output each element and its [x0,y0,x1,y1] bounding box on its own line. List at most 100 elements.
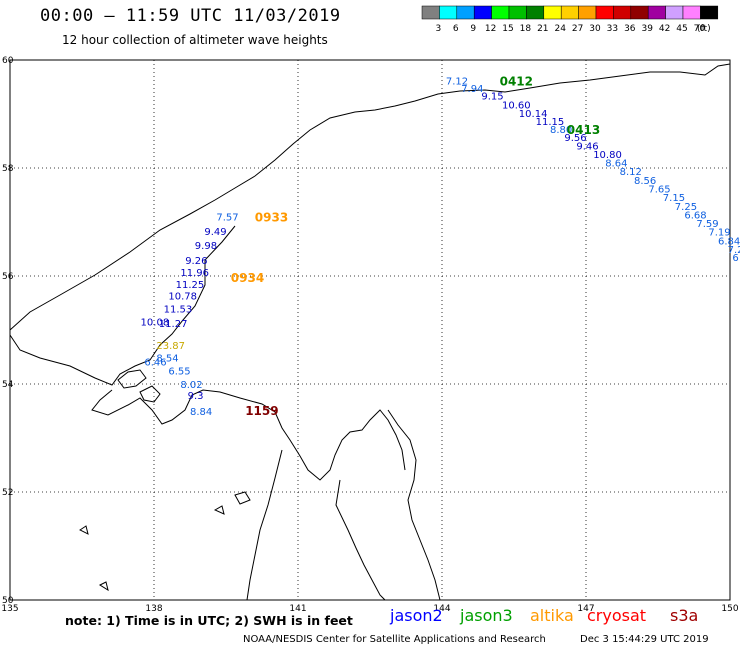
legend-label: 30 [589,24,601,34]
wave-height-value: 7.59 [696,219,718,230]
wave-height-value: 8.56 [634,176,656,187]
legend-label: 6 [453,24,459,34]
map-panel: 7.127.949.1510.6010.1411.158.809.569.461… [1,56,740,614]
coastline-sakhalin-east [335,479,386,601]
legend-label: 24 [554,24,566,34]
axis-labels: 135 138 141 144 147 150 50 52 54 56 58 60 [1,56,738,614]
wave-height-value: 8.64 [605,159,627,170]
lon-tick-label: 147 [577,604,594,614]
color-legend: 3 6 9 12 15 18 21 24 27 30 33 36 39 42 45 70(ft) [421,5,719,34]
wave-height-value: 9.98 [195,241,217,252]
track-time-labels: 0412 0413 0933 0934 1159 [231,75,600,418]
wave-height-value: 7.24 [728,245,740,256]
legend-label: 15 [502,24,513,34]
lat-tick-label: 56 [2,272,14,282]
map-subtitle: 12 hour collection of altimeter wave hei… [62,33,328,47]
wave-height-value: 7.12 [446,77,468,88]
coastline-north [9,63,731,331]
lat-tick-label: 52 [2,488,13,498]
wave-height-value: 9.3 [188,391,204,402]
wave-height-value: 7.65 [648,185,670,196]
coastline-west [9,225,236,386]
wave-height-value: 8.80 [550,125,572,136]
wave-height-value: 11.96 [180,268,209,279]
legend-label: 9 [470,24,476,34]
wave-height-value: 6.84 [718,236,740,247]
satellite-name: jason3 [460,606,513,625]
wave-height-value: 8.02 [180,380,202,391]
track-time-label: 0934 [231,271,264,285]
lon-tick-label: 150 [721,604,738,614]
track-time-label: 0933 [255,211,288,225]
wave-height-value: 9.56 [564,133,586,144]
wave-height-value: 6.68 [684,210,706,221]
footer-note: note: 1) Time is in UTC; 2) SWH is in fe… [65,613,353,628]
wave-height-value: 8.84 [190,407,212,418]
generation-timestamp: Dec 3 15:44:29 UTC 2019 [580,634,709,645]
wave-height-value: 7.94 [461,84,483,95]
wave-height-value: 10.78 [168,291,197,302]
wave-height-value: 10.80 [593,150,622,161]
legend-label: 3 [436,24,442,34]
lon-tick-label: 141 [289,604,306,614]
graticule [9,59,731,601]
wave-height-value: 11.15 [536,117,565,128]
wave-height-value: 7.25 [675,202,697,213]
wave-height-value: 7.19 [708,228,730,239]
legend-label: 33 [607,24,618,34]
small-islands [79,491,251,592]
wave-height-value: 9.15 [481,92,503,103]
wave-height-value: 9.46 [576,141,598,152]
coastline-sakhalin-bay [91,389,406,481]
track-time-label: 1159 [245,404,278,418]
lat-tick-label: 50 [2,596,14,606]
wave-height-value: 10.60 [502,100,531,111]
wave-height-value: 6.46 [144,357,166,368]
coastline-sakhalin-north [387,409,441,601]
legend-label: 42 [659,24,670,34]
wave-height-value: 11.25 [176,280,205,291]
legend-label: 70 [694,24,706,34]
legend-swatch [700,5,719,20]
satellite-name: s3a [670,606,699,625]
wave-height-value: 9.49 [204,227,226,238]
legend-label: 27 [572,24,583,34]
credit-text: NOAA/NESDIS Center for Satellite Applica… [243,634,546,645]
wave-height-value: 7.15 [663,193,685,204]
wave-height-value: 11.27 [159,319,188,330]
legend-label: 36 [624,24,636,34]
coastline [9,63,731,601]
wave-height-value: 11.53 [164,304,193,315]
satellite-name: altika [530,606,574,625]
map-title: 00:00 — 11:59 UTC 11/03/2019 [40,6,341,26]
lon-tick-label: 144 [433,604,450,614]
wave-height-value: 8.12 [620,167,642,178]
lon-tick-label: 135 [1,604,18,614]
track-time-label: 0413 [567,123,600,137]
lon-tick-label: 138 [145,604,162,614]
wave-height-value: 6 [732,253,738,264]
satellite-name: cryosat [587,606,647,625]
satellite-name: jason2 [390,606,443,625]
wave-height-value: 23.87 [156,341,185,352]
shantar-island [117,369,147,389]
legend-label: 12 [485,24,496,34]
wave-height-value: 10.14 [519,109,548,120]
wave-height-value: 6.55 [168,367,190,378]
lat-tick-label: 58 [2,164,14,174]
lat-tick-label: 60 [2,56,14,66]
track-time-label: 0412 [500,75,533,89]
legend-label: 45 [676,24,687,34]
map-frame [9,59,731,601]
legend-label: 39 [641,24,653,34]
shantar-island-2 [139,385,161,403]
wave-height-value: 10.08 [141,317,170,328]
wave-height-value: 9.26 [185,256,207,267]
wave-height-value: 8.54 [156,354,178,365]
coastline-tatar-strait [246,449,283,601]
legend-label: 18 [520,24,532,34]
wave-height-value: 7.57 [216,213,238,224]
lat-tick-label: 54 [2,380,14,390]
track-points: 7.127.949.1510.6010.1411.158.809.569.461… [141,77,740,418]
